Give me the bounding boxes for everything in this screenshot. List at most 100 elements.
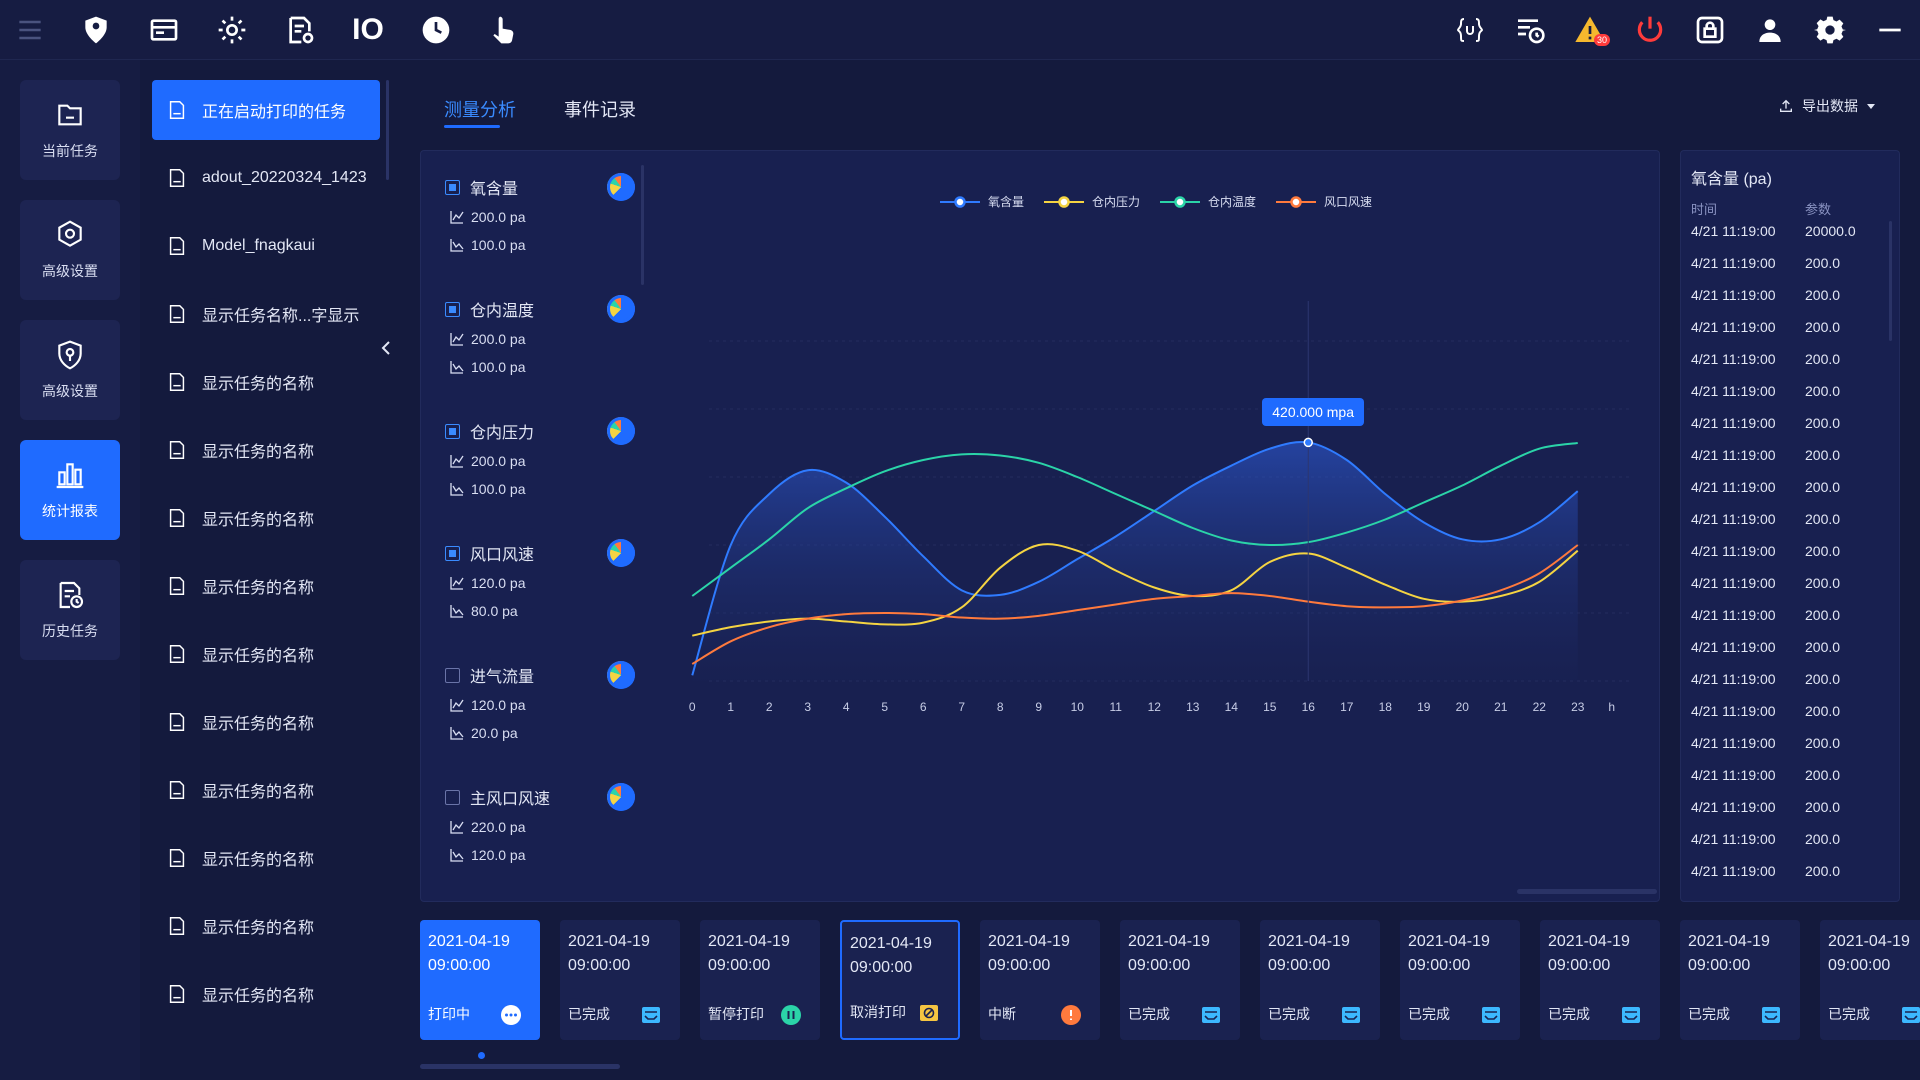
table-scrollbar[interactable] [1889, 221, 1892, 341]
card-time: 09:00:00 [568, 957, 631, 974]
print-job-card[interactable]: 2021-04-19 09:00:00 已完成 [1680, 920, 1800, 1040]
x-tick-label: 4 [843, 700, 850, 714]
minimize-icon[interactable] [1872, 12, 1908, 48]
series-checkbox[interactable] [445, 545, 460, 561]
print-job-card[interactable]: 2021-04-19 09:00:00 已完成 [1400, 920, 1520, 1040]
task-item[interactable]: 显示任务的名称 [152, 556, 380, 616]
gear-icon[interactable] [1812, 12, 1848, 48]
tab-measurement-analysis[interactable]: 测量分析 [444, 100, 516, 120]
series-row: 仓内压力 200.0 pa 100.0 pa [445, 415, 635, 525]
row-time: 4/21 11:19:00 [1691, 735, 1776, 751]
lock-icon[interactable] [1692, 12, 1728, 48]
print-job-card[interactable]: 2021-04-19 09:00:00 中断 [980, 920, 1100, 1040]
task-item[interactable]: 显示任务的名称 [152, 896, 380, 956]
task-item[interactable]: Model_fnagkaui [152, 216, 380, 276]
series-checkbox[interactable] [445, 301, 460, 317]
cancel-print-icon [918, 1002, 940, 1024]
series-min: 80.0 pa [471, 603, 518, 619]
series-color-picker[interactable] [607, 417, 635, 445]
task-item[interactable]: 显示任务的名称 [152, 352, 380, 412]
series-color-picker[interactable] [607, 295, 635, 323]
chart-horizontal-scrollbar[interactable] [1517, 889, 1657, 894]
task-item[interactable]: 显示任务名称...字显示 [152, 284, 380, 344]
print-job-card[interactable]: 2021-04-19 09:00:00 已完成 [1260, 920, 1380, 1040]
series-checkbox[interactable] [445, 667, 460, 683]
nav-advanced-settings-2[interactable]: 高级设置 [20, 320, 120, 420]
warning-icon[interactable]: 30 [1572, 12, 1610, 48]
series-max: 120.0 pa [471, 697, 526, 713]
settings-icon[interactable] [214, 12, 250, 48]
location-pin-icon[interactable] [78, 12, 114, 48]
print-job-card[interactable]: 2021-04-19 09:00:00 取消打印 [840, 920, 960, 1040]
io-icon[interactable]: IO [350, 12, 386, 48]
task-label: 显示任务的名称 [202, 580, 315, 597]
nav-statistics-report[interactable]: 统计报表 [20, 440, 120, 540]
task-item[interactable]: 显示任务的名称 [152, 828, 380, 888]
legend-item[interactable]: 氧含量 [939, 193, 1024, 210]
task-label: 显示任务名称...字显示 [202, 308, 360, 325]
task-label: 显示任务的名称 [202, 444, 315, 461]
card-time: 09:00:00 [1548, 957, 1611, 974]
series-color-picker[interactable] [607, 661, 635, 689]
card-date: 2021-04-19 [1548, 933, 1630, 950]
document-icon [169, 373, 185, 391]
user-icon[interactable] [1752, 12, 1788, 48]
document-icon [169, 441, 185, 459]
row-time: 4/21 11:19:00 [1691, 255, 1776, 271]
legend-item[interactable]: 风口风速 [1276, 193, 1372, 210]
print-job-card[interactable]: 2021-04-19 09:00:00 已完成 [1820, 920, 1920, 1040]
row-value: 200.0 [1805, 607, 1841, 623]
warning-count-badge: 30 [1593, 34, 1610, 46]
series-checkbox[interactable] [445, 423, 460, 439]
print-job-card[interactable]: 2021-04-19 09:00:00 已完成 [560, 920, 680, 1040]
task-item[interactable]: 显示任务的名称 [152, 488, 380, 548]
series-color-picker[interactable] [607, 783, 635, 811]
series-min: 120.0 pa [471, 847, 526, 863]
document-settings-icon[interactable] [282, 12, 318, 48]
export-data-button[interactable]: 导出数据 [1778, 96, 1876, 116]
hand-touch-icon[interactable] [486, 12, 522, 48]
min-trend-icon [450, 605, 464, 618]
print-job-card[interactable]: 2021-04-19 09:00:00 已完成 [1540, 920, 1660, 1040]
series-line [692, 543, 1579, 637]
card-date: 2021-04-19 [428, 933, 510, 950]
collapse-chevron-icon[interactable] [374, 336, 398, 360]
cards-horizontal-scrollbar[interactable] [420, 1064, 620, 1069]
legend-item[interactable]: 仓内温度 [1160, 193, 1256, 210]
print-job-card[interactable]: 2021-04-19 09:00:00 暂停打印 [700, 920, 820, 1040]
print-job-card[interactable]: 2021-04-19 09:00:00 已完成 [1120, 920, 1240, 1040]
series-checkbox[interactable] [445, 789, 460, 805]
series-row: 进气流量 120.0 pa 20.0 pa [445, 659, 635, 769]
schedule-list-icon[interactable] [1512, 12, 1548, 48]
task-item[interactable]: 显示任务的名称 [152, 760, 380, 820]
nav-current-task[interactable]: 当前任务 [20, 80, 120, 180]
code-braces-icon[interactable] [1452, 12, 1488, 48]
task-item[interactable]: 显示任务的名称 [152, 420, 380, 480]
series-color-picker[interactable] [607, 539, 635, 567]
print-job-card[interactable]: 2021-04-19 09:00:00 打印中 [420, 920, 540, 1040]
card-icon[interactable] [146, 12, 182, 48]
document-icon [169, 305, 185, 323]
nav-advanced-settings[interactable]: 高级设置 [20, 200, 120, 300]
series-checkbox[interactable] [445, 179, 460, 195]
bar-chart-icon [56, 463, 84, 489]
task-item[interactable]: 显示任务的名称 [152, 624, 380, 684]
series-color-picker[interactable] [607, 173, 635, 201]
power-icon[interactable] [1632, 12, 1668, 48]
tab-event-log[interactable]: 事件记录 [564, 100, 636, 120]
legend-item[interactable]: 仓内压力 [1043, 193, 1140, 210]
series-scrollbar[interactable] [641, 165, 644, 285]
task-item[interactable]: adout_20220324_1423 [152, 148, 380, 208]
task-item[interactable]: 显示任务的名称 [152, 964, 380, 1024]
x-tick-label: 10 [1071, 700, 1085, 714]
done-tray-icon [1900, 1004, 1920, 1026]
task-list-scrollbar[interactable] [386, 80, 389, 180]
legend-marker [1043, 195, 1084, 208]
series-min: 100.0 pa [471, 237, 526, 253]
clock-icon[interactable] [418, 12, 454, 48]
task-item[interactable]: 正在启动打印的任务 [152, 80, 380, 140]
cards-pager-dot[interactable] [478, 1052, 485, 1059]
menu-icon[interactable] [12, 12, 48, 48]
nav-history-task[interactable]: 历史任务 [20, 560, 120, 660]
task-item[interactable]: 显示任务的名称 [152, 692, 380, 752]
